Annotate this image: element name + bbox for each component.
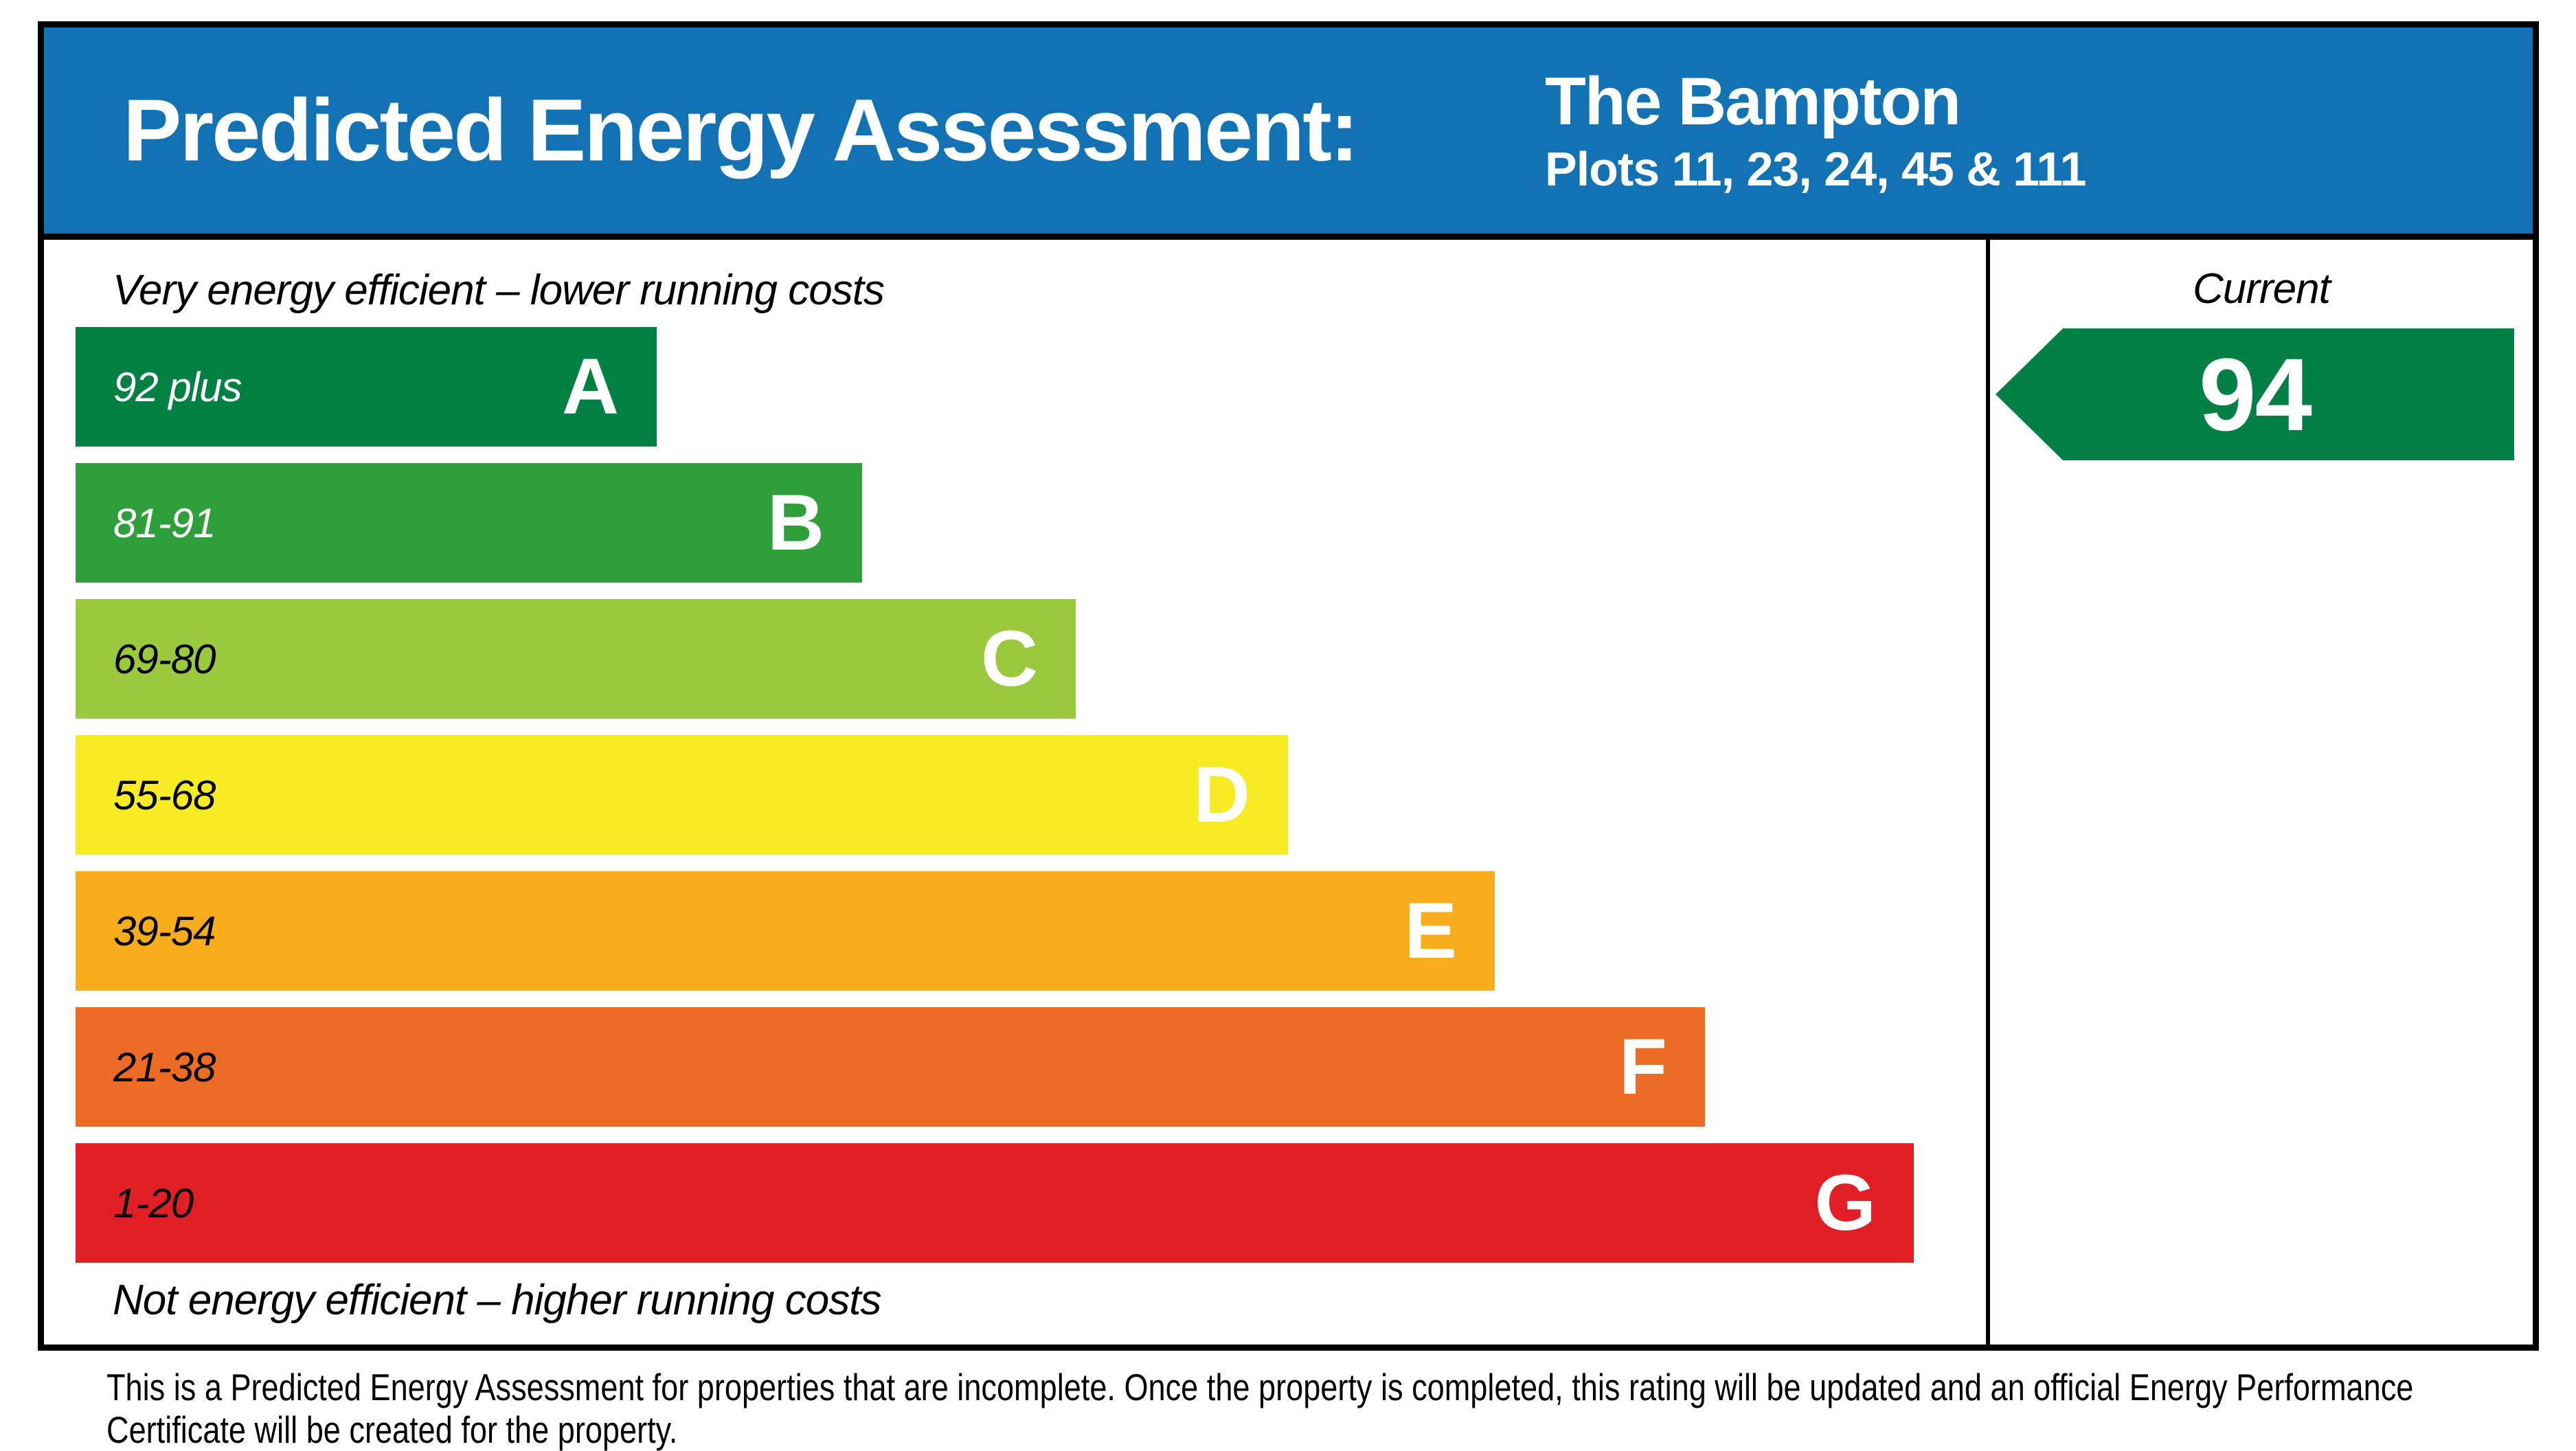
current-rating-value: 94: [2199, 336, 2312, 452]
band-letter: C: [980, 615, 1038, 703]
band-letter: E: [1404, 887, 1457, 975]
band-d: 55-68 D: [76, 735, 1288, 855]
band-letter: B: [767, 479, 824, 567]
property-name: The Bampton: [1545, 63, 1961, 139]
band-range: 1-20: [113, 1180, 194, 1226]
footer-line-1: This is a Predicted Energy Assessment fo…: [106, 1366, 2414, 1408]
band-range: 55-68: [113, 772, 216, 818]
band-e: 39-54 E: [76, 871, 1495, 991]
band-letter: G: [1814, 1159, 1876, 1247]
band-range: 92 plus: [113, 363, 242, 410]
band-letter: A: [561, 343, 619, 431]
rating-chart: Very energy efficient – lower running co…: [44, 240, 2533, 1345]
band-b: 81-91 B: [76, 463, 862, 583]
band-letter: F: [1618, 1023, 1667, 1111]
bottom-caption: Not energy efficient – higher running co…: [113, 1276, 881, 1324]
current-pointer: 94: [1996, 328, 2514, 460]
page-title: Predicted Energy Assessment:: [123, 81, 1359, 180]
property-info: The Bampton Plots 11, 23, 24, 45 & 111: [1545, 63, 2086, 199]
rating-bands: 92 plus A 81-91 B 69-80 C 55-68 D 39-54 …: [76, 327, 1914, 1279]
footer-note: This is a Predicted Energy Assessment fo…: [106, 1366, 2552, 1451]
band-range: 69-80: [113, 635, 216, 682]
band-a: 92 plus A: [76, 327, 657, 447]
footer-line-2: Certificate will be created for the prop…: [106, 1408, 678, 1451]
property-plots: Plots 11, 23, 24, 45 & 111: [1545, 142, 2086, 196]
top-caption: Very energy efficient – lower running co…: [113, 267, 885, 314]
band-c: 69-80 C: [76, 599, 1076, 719]
band-f: 21-38 F: [76, 1007, 1705, 1127]
epc-frame: Predicted Energy Assessment: The Bampton…: [38, 21, 2539, 1351]
band-range: 39-54: [113, 908, 216, 954]
band-range: 81-91: [113, 499, 216, 546]
panel-divider: [1986, 240, 1990, 1345]
band-letter: D: [1193, 751, 1250, 839]
band-g: 1-20 G: [76, 1143, 1914, 1263]
header: Predicted Energy Assessment: The Bampton…: [44, 27, 2533, 240]
current-column-label: Current: [2193, 265, 2331, 313]
band-range: 21-38: [113, 1044, 216, 1090]
